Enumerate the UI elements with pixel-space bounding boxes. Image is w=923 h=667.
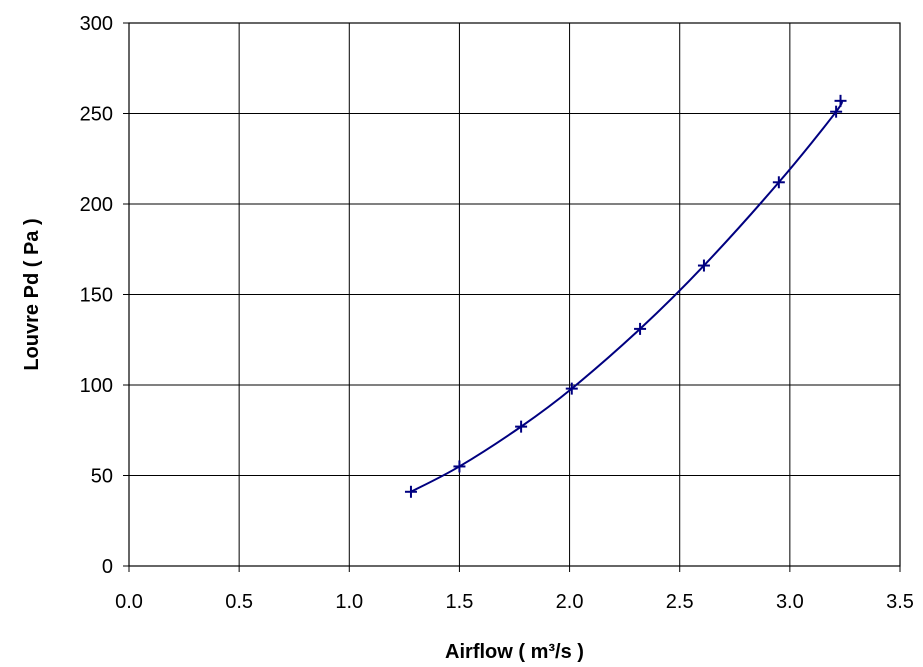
data-point-marker <box>515 420 528 433</box>
y-axis: 0 50 100 150 200 250 300 <box>80 13 129 578</box>
y-tick-label: 250 <box>80 104 113 126</box>
data-point-marker <box>830 105 843 118</box>
y-tick-label: 100 <box>80 375 113 397</box>
y-tick-label: 300 <box>80 13 113 35</box>
x-tick-label: 0.0 <box>115 591 143 613</box>
x-axis: 0.0 0.5 1.0 1.5 2.0 2.5 3.0 3.5 <box>115 566 914 613</box>
y-tick-label: 50 <box>91 466 113 488</box>
y-tick-label: 0 <box>102 556 113 578</box>
x-tick-label: 1.5 <box>446 591 474 613</box>
x-tick-label: 2.5 <box>666 591 694 613</box>
data-point-marker <box>565 382 578 395</box>
y-tick-label: 150 <box>80 285 113 307</box>
data-point-marker <box>834 94 847 107</box>
x-tick-label: 1.0 <box>335 591 363 613</box>
data-point-marker <box>404 485 417 498</box>
x-tick-label: 3.0 <box>776 591 804 613</box>
data-point-marker <box>697 259 710 272</box>
grid <box>128 22 901 567</box>
y-axis-title: Louvre Pd ( Pa ) <box>21 218 43 370</box>
x-tick-label: 3.5 <box>886 591 914 613</box>
x-tick-label: 0.5 <box>225 591 253 613</box>
series-line <box>410 100 843 493</box>
y-tick-label: 200 <box>80 194 113 216</box>
x-tick-label: 2.0 <box>556 591 584 613</box>
x-axis-title: Airflow ( m³/s ) <box>445 641 584 663</box>
data-point-marker <box>453 460 466 473</box>
data-point-marker <box>772 176 785 189</box>
series-group <box>404 94 847 498</box>
data-point-marker <box>634 322 647 335</box>
